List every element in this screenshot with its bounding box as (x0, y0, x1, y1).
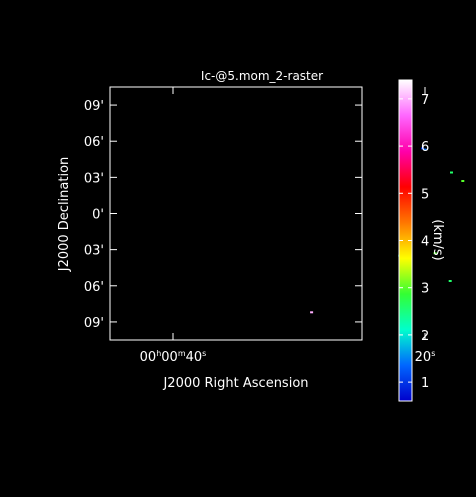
colorbar-tick-label: 4 (421, 235, 429, 250)
colorbar-ticks: 1 2 3 4 5 6 7 (399, 93, 429, 391)
colorbar-label: (km/s) (430, 219, 445, 261)
x-tick-label: 00h00m40s (140, 349, 207, 365)
colorbar-tick-label: 7 (421, 93, 429, 108)
y-tick-label: 09' (84, 316, 104, 331)
data-point (448, 280, 452, 282)
y-tick-label: 03' (84, 244, 104, 259)
x-axis-label: J2000 Right Ascension (162, 376, 308, 391)
x-axis-ticks: 00h00m40s20s10s23h59m50s30s (140, 87, 436, 365)
y-tick-label: 06' (84, 135, 104, 150)
chart-title: Ic-@5.mom_2-raster (201, 69, 323, 83)
x-tick-label: 20s (415, 349, 436, 365)
data-point (450, 171, 453, 174)
data-point (421, 147, 424, 150)
data-point (423, 148, 427, 151)
colorbar-tick-label: 2 (421, 329, 429, 344)
plot-frame (109, 86, 363, 341)
data-point (310, 311, 314, 314)
y-tick-label: 03' (84, 171, 104, 186)
colorbar-tick-label: 5 (421, 187, 429, 202)
y-axis-label: J2000 Declination (57, 157, 72, 273)
data-point (461, 180, 465, 182)
data-points (310, 147, 465, 314)
data-point (433, 252, 437, 255)
y-tick-label: 09' (84, 99, 104, 114)
colorbar-tick-label: 6 (421, 140, 429, 155)
colorbar-tick-label: 1 (421, 376, 429, 391)
y-tick-label: 0' (92, 208, 104, 223)
y-axis-ticks: 09' 06' 03' 0' 03' 06' 09' (84, 99, 362, 331)
colorbar-tick-label: 3 (421, 282, 429, 297)
y-tick-label: 06' (84, 280, 104, 295)
